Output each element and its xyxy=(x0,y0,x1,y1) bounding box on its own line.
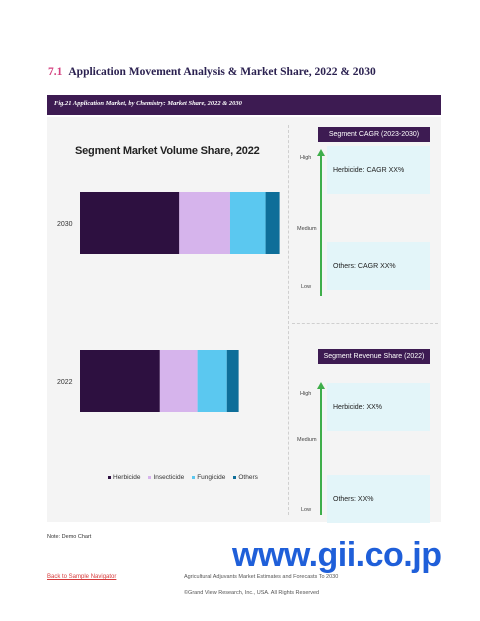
cagr-level-high: High xyxy=(300,155,312,161)
footer-copyright: ©Grand View Research, Inc., USA. All Rig… xyxy=(184,590,320,596)
bar-others-2022 xyxy=(226,350,239,412)
cagr-level-medium: Medium xyxy=(297,226,317,232)
cagr-panel-title: Segment CAGR (2023-2030) xyxy=(318,127,430,142)
cagr-level-low: Low xyxy=(301,284,312,290)
chart-note: Note: Demo Chart xyxy=(47,534,92,540)
figure-caption: Fig.21 Application Market, by Chemistry:… xyxy=(54,100,242,107)
bar-herbicide-2030 xyxy=(80,192,180,254)
revenue-up-arrow-icon xyxy=(317,382,325,515)
section-title: 7.1 Application Movement Analysis & Marke… xyxy=(48,66,376,78)
cagr-up-arrow-icon xyxy=(317,149,325,296)
revenue-level-medium: Medium xyxy=(297,437,317,443)
revenue-bottom-box: Others: XX% xyxy=(327,475,430,523)
section-number: 7.1 xyxy=(48,66,63,78)
legend-item-insecticide: Insecticide xyxy=(148,474,184,481)
revenue-level-high: High xyxy=(300,391,312,397)
legend-item-others: Others xyxy=(233,474,258,481)
bar-insecticide-2030 xyxy=(179,192,230,254)
legend-swatch-fungicide xyxy=(192,476,196,479)
bar-others-2030 xyxy=(265,192,280,254)
legend-label-insecticide: Insecticide xyxy=(153,474,185,481)
figure-caption-bar xyxy=(47,95,441,115)
section-title-text: Application Movement Analysis & Market S… xyxy=(68,66,376,78)
watermark: www.gii.co.jp xyxy=(232,536,442,574)
legend-swatch-herbicide xyxy=(108,476,111,479)
bar-insecticide-2022 xyxy=(159,350,198,412)
revenue-top-box: Herbicide: XX% xyxy=(327,383,430,431)
bar-herbicide-2022 xyxy=(80,350,160,412)
revenue-bottom-item: Others: XX% xyxy=(333,495,374,503)
legend-label-others: Others xyxy=(238,474,258,481)
category-label-2030: 2030 xyxy=(57,221,73,228)
bar-fungicide-2022 xyxy=(197,350,227,412)
chart-title: Segment Market Volume Share, 2022 xyxy=(75,145,260,157)
legend-item-herbicide: Herbicide xyxy=(108,474,140,481)
back-to-sample-navigator-link[interactable]: Back to Sample Navigator xyxy=(47,574,117,580)
legend-label-herbicide: Herbicide xyxy=(113,474,141,481)
cagr-top-box: Herbicide: CAGR XX% xyxy=(327,146,430,194)
stacked-bar-chart: 2030 2022 xyxy=(57,192,280,412)
cagr-top-item: Herbicide: CAGR XX% xyxy=(333,166,405,174)
bar-fungicide-2030 xyxy=(229,192,266,254)
legend-swatch-others xyxy=(233,476,237,479)
panel-divider-horizontal xyxy=(292,323,438,324)
revenue-panel-title: Segment Revenue Share (2022) xyxy=(318,349,430,364)
legend-swatch-insecticide xyxy=(148,476,152,479)
panel-divider-vertical xyxy=(288,125,289,515)
cagr-bottom-box: Others: CAGR XX% xyxy=(327,242,430,290)
revenue-top-item: Herbicide: XX% xyxy=(333,403,383,411)
revenue-level-low: Low xyxy=(301,507,312,513)
category-label-2022: 2022 xyxy=(57,379,73,386)
cagr-bottom-item: Others: CAGR XX% xyxy=(333,262,396,270)
chart-legend: Herbicide Insecticide Fungicide Others xyxy=(108,474,258,481)
legend-label-fungicide: Fungicide xyxy=(197,474,226,481)
footer-report-title: Agricultural Adjuvants Market Estimates … xyxy=(184,574,339,580)
legend-item-fungicide: Fungicide xyxy=(192,474,225,481)
